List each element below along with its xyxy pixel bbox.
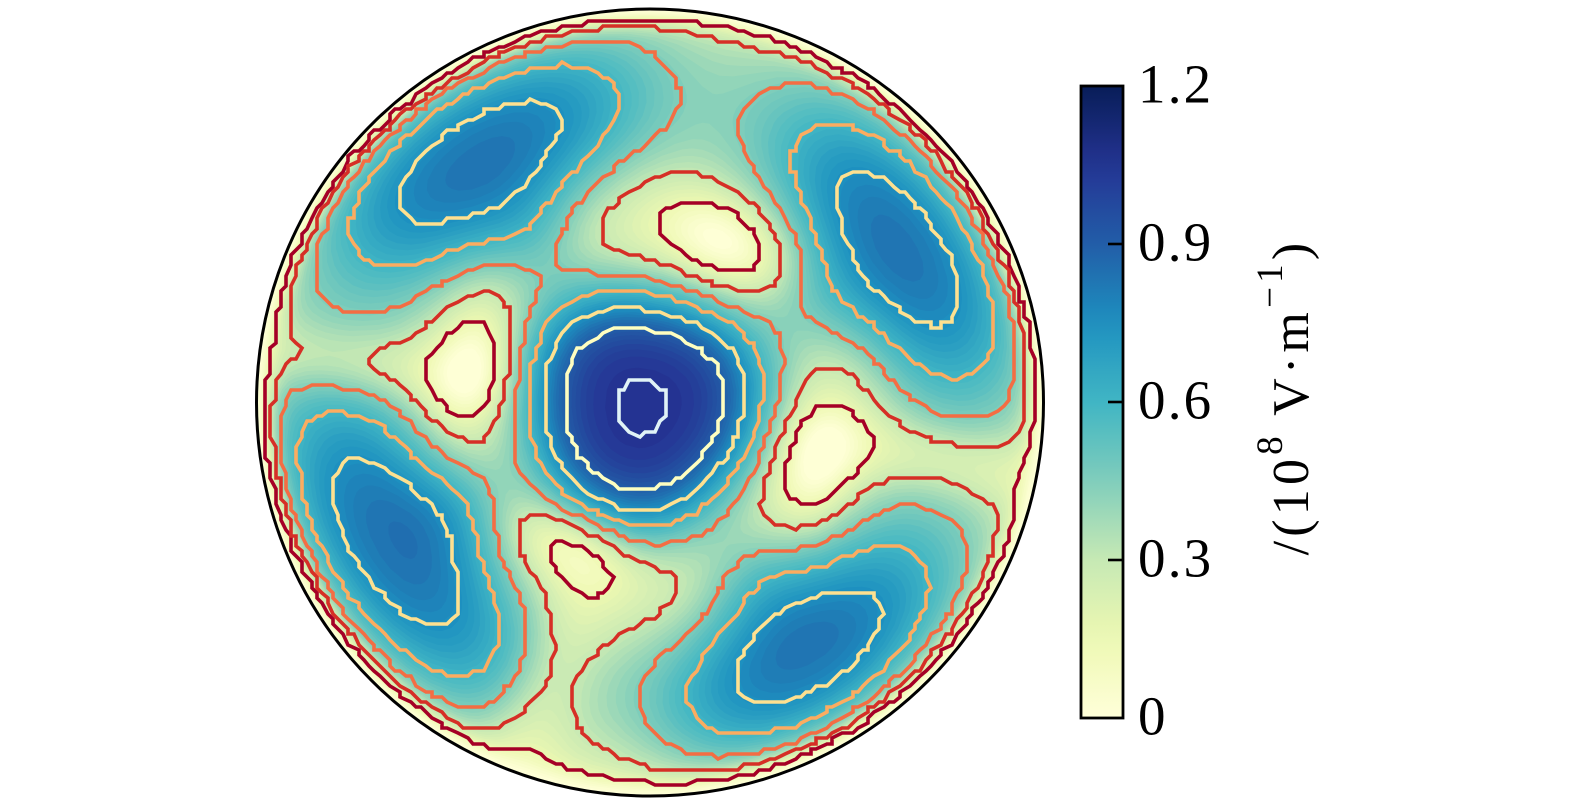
svg-text:0.6: 0.6 — [1138, 370, 1213, 431]
svg-text:0.3: 0.3 — [1138, 528, 1213, 589]
svg-text:0.9: 0.9 — [1138, 212, 1213, 273]
svg-text:1.2: 1.2 — [1138, 54, 1213, 115]
svg-text:0: 0 — [1138, 686, 1168, 747]
